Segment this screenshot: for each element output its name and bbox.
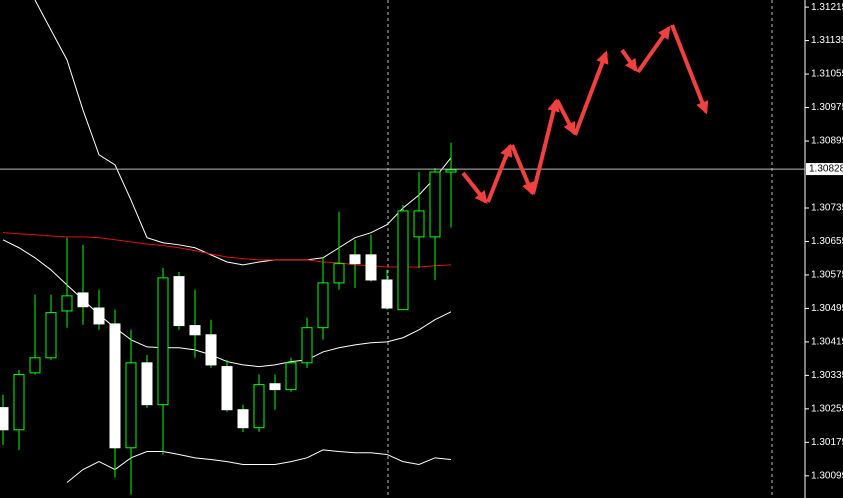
y-tick-label: 1.30415: [811, 337, 843, 348]
arrow: [573, 50, 609, 136]
bear-candle-body: [109, 323, 121, 449]
arrow: [510, 144, 534, 196]
bull-candle-body: [397, 210, 409, 311]
bull-candle-body: [125, 362, 137, 449]
bear-candle-body: [365, 254, 377, 281]
y-tick-label: 1.30335: [811, 370, 843, 381]
y-tick-label: 1.31055: [811, 69, 843, 80]
bull-candle-body: [61, 295, 73, 312]
arrow: [620, 48, 638, 73]
y-tick-label: 1.30895: [811, 136, 843, 147]
bull-candle-body: [413, 210, 425, 238]
arrow: [636, 25, 671, 74]
y-tick-label: 1.30735: [811, 203, 843, 214]
bull-candle-body: [45, 312, 57, 359]
bull-candle-body: [285, 362, 297, 391]
bear-candle-body: [381, 279, 393, 309]
y-tick-label: 1.30575: [811, 270, 843, 281]
bear-candle-body: [93, 307, 105, 325]
current-price-box: [806, 163, 843, 176]
bear-candle-body: [0, 407, 9, 431]
y-tick-label: 1.30655: [811, 236, 843, 247]
indicator-line: [34, 0, 452, 266]
bear-candle-body: [349, 254, 361, 265]
bear-candle-body: [77, 292, 89, 308]
y-tick-label: 1.30495: [811, 303, 843, 314]
bull-candle-body: [429, 171, 441, 238]
arrow: [486, 143, 513, 203]
arrow: [461, 171, 488, 205]
arrow: [555, 99, 576, 136]
bull-candle-body: [301, 327, 313, 364]
y-tick-label: 1.30975: [811, 102, 843, 113]
y-tick-label: 1.30255: [811, 404, 843, 415]
y-tick-label: 1.30095: [811, 470, 843, 481]
bear-candle-body: [205, 334, 217, 366]
bull-candle-body: [157, 277, 169, 406]
bull-candle-body: [445, 169, 457, 173]
arrow: [531, 98, 560, 195]
bull-candle-body: [253, 384, 265, 429]
forecast-arrows: [461, 24, 709, 205]
current-price-label: 1.30828: [809, 164, 843, 175]
bear-candle-body: [173, 276, 185, 327]
bear-candle-body: [269, 383, 281, 391]
bear-candle-body: [189, 325, 201, 336]
y-tick-label: 1.30175: [811, 437, 843, 448]
bull-candle-body: [29, 357, 41, 374]
y-tick-label: 1.31135: [811, 35, 843, 46]
y-tick-label: 1.31215: [811, 2, 843, 13]
arrow: [670, 24, 709, 115]
bull-candle-body: [333, 263, 345, 284]
bull-candle-body: [13, 374, 25, 431]
bear-candle-body: [141, 362, 153, 406]
bull-candle-body: [317, 282, 329, 329]
bear-candle-body: [221, 366, 233, 411]
bear-candle-body: [237, 409, 249, 429]
